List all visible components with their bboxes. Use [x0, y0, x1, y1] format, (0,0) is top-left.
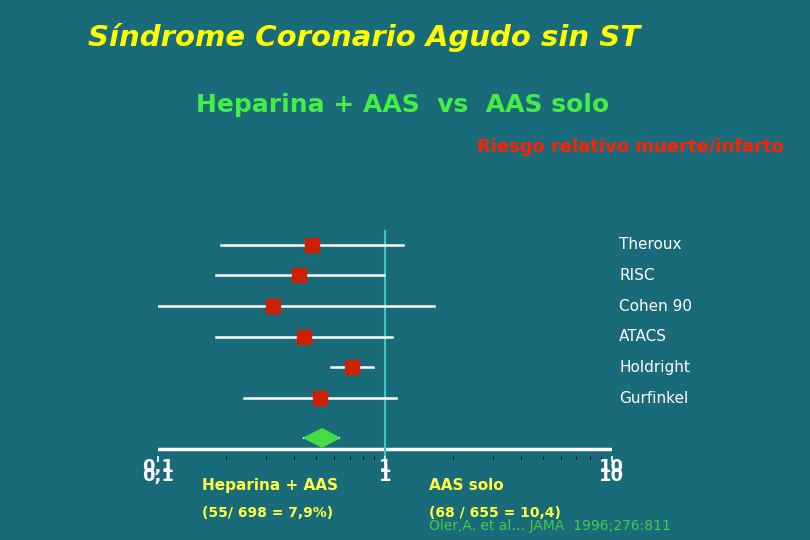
Text: Cohen 90: Cohen 90 [619, 299, 692, 314]
Text: 1: 1 [378, 458, 391, 476]
Text: RISC: RISC [619, 268, 654, 283]
Text: Oler,A. et al… JAMA  1996;276:811: Oler,A. et al… JAMA 1996;276:811 [429, 519, 671, 533]
Text: 0,1: 0,1 [142, 458, 174, 476]
Text: AAS solo: AAS solo [429, 477, 504, 492]
Polygon shape [304, 429, 339, 447]
Text: Riesgo relativo muerte/infarto: Riesgo relativo muerte/infarto [476, 138, 783, 156]
Text: Gurfinkel: Gurfinkel [619, 390, 688, 406]
Text: Heparina + AAS: Heparina + AAS [202, 477, 339, 492]
Text: Theroux: Theroux [619, 237, 682, 252]
Text: Síndrome Coronario Agudo sin ST: Síndrome Coronario Agudo sin ST [88, 23, 641, 52]
Text: Heparina + AAS  vs  AAS solo: Heparina + AAS vs AAS solo [196, 93, 609, 117]
Text: (68 / 655 = 10,4): (68 / 655 = 10,4) [429, 506, 561, 520]
Text: ATACS: ATACS [619, 329, 667, 345]
Text: 10: 10 [599, 458, 624, 476]
Text: (55/ 698 = 7,9%): (55/ 698 = 7,9%) [202, 506, 334, 520]
Text: Holdright: Holdright [619, 360, 690, 375]
